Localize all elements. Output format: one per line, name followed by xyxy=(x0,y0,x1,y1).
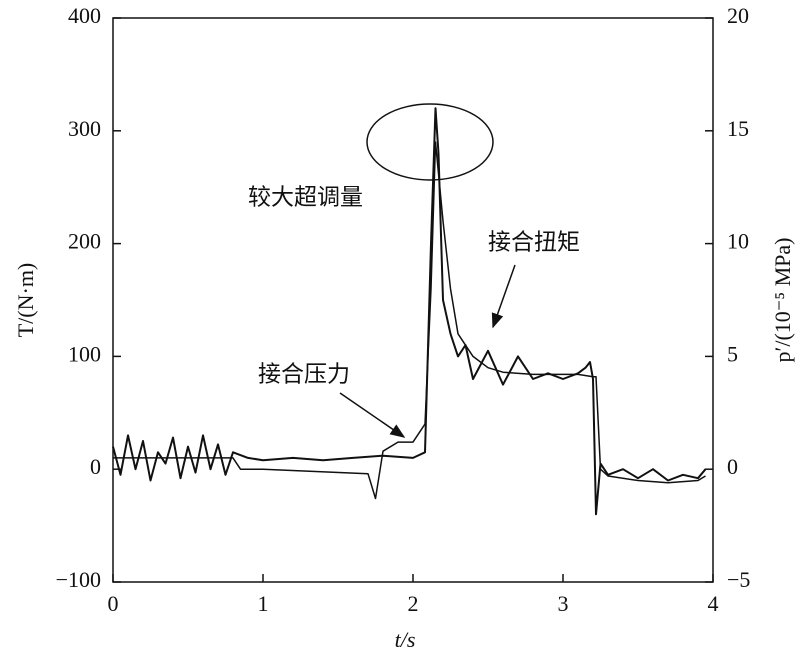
x-tick-label: 2 xyxy=(408,591,419,616)
y2-tick-label: −5 xyxy=(727,567,750,592)
x-tick-label: 0 xyxy=(108,591,119,616)
series-annotation: 接合压力 xyxy=(258,362,350,388)
y2-axis-label: p′/(10⁻⁵ MPa) xyxy=(770,238,795,363)
y2-tick-label: 20 xyxy=(727,3,749,28)
y-tick-label: 300 xyxy=(68,116,101,141)
x-axis-label: t/s xyxy=(395,627,416,652)
highlight-ellipse xyxy=(366,103,494,181)
y-axis-label: T/(N·m) xyxy=(13,263,38,338)
annotation: 较大超调量 xyxy=(248,185,363,211)
y-tick-label: 100 xyxy=(68,341,101,366)
y-tick-label: 200 xyxy=(68,229,101,254)
plot-frame xyxy=(112,17,714,583)
series-annotation: 接合扭矩 xyxy=(488,230,580,256)
y2-tick-label: 15 xyxy=(727,116,749,141)
x-tick-label: 4 xyxy=(708,591,719,616)
arrow xyxy=(491,264,516,329)
y-tick-label: −100 xyxy=(56,567,101,592)
y2-tick-label: 10 xyxy=(727,229,749,254)
series-line xyxy=(112,107,707,516)
series-line xyxy=(113,141,706,500)
y-tick-label: 400 xyxy=(68,3,101,28)
x-tick-label: 3 xyxy=(558,591,569,616)
x-tick-label: 1 xyxy=(258,591,269,616)
y2-tick-label: 0 xyxy=(727,454,738,479)
y2-tick-label: 5 xyxy=(727,341,738,366)
arrow xyxy=(339,392,406,438)
y-tick-label: 0 xyxy=(90,454,101,479)
